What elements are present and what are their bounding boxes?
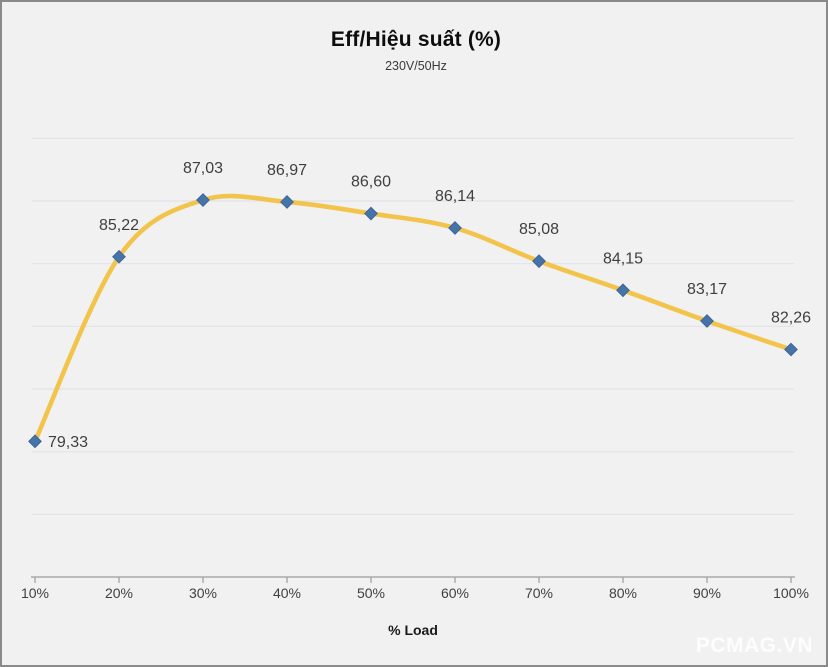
data-point-marker: [364, 206, 378, 221]
data-point-marker: [196, 193, 210, 207]
data-point-marker: [280, 195, 294, 209]
data-point-marker: [28, 434, 42, 449]
data-label: 82,26: [771, 310, 811, 327]
x-tick-label: 40%: [273, 585, 301, 601]
x-tick-label: 30%: [189, 585, 217, 601]
data-point-marker: [448, 221, 462, 235]
data-label: 84,15: [603, 250, 643, 267]
data-point-marker: [112, 249, 126, 264]
data-label: 79,33: [48, 434, 88, 451]
data-point-marker: [616, 283, 630, 298]
x-tick-label: 10%: [21, 585, 49, 601]
x-tick-label: 20%: [105, 585, 133, 601]
watermark: PCMAG.VN: [695, 634, 813, 657]
x-tick-label: 80%: [609, 585, 637, 601]
efficiency-line: [32, 193, 794, 444]
chart-title: Eff/Hiệu suất (%): [330, 28, 502, 51]
x-tick-label: 70%: [525, 585, 553, 601]
data-label: 86,60: [351, 174, 391, 191]
chart-subtitle: 230V/50Hz: [385, 59, 447, 73]
x-tick-label: 60%: [441, 585, 469, 601]
x-tick-label: 50%: [357, 585, 385, 601]
data-point-marker: [784, 342, 798, 357]
x-tick-label: 90%: [693, 585, 721, 601]
data-label: 86,97: [267, 162, 307, 179]
data-label: 85,08: [519, 221, 559, 238]
data-point-marker: [532, 254, 546, 269]
x-axis-title: % Load: [388, 622, 438, 638]
data-label: 85,22: [99, 217, 139, 234]
x-tick-label: 100%: [773, 585, 809, 601]
data-label: 86,14: [435, 188, 475, 205]
data-point-marker: [700, 314, 714, 328]
data-label: 83,17: [687, 281, 727, 298]
data-label: 87,03: [183, 160, 223, 177]
